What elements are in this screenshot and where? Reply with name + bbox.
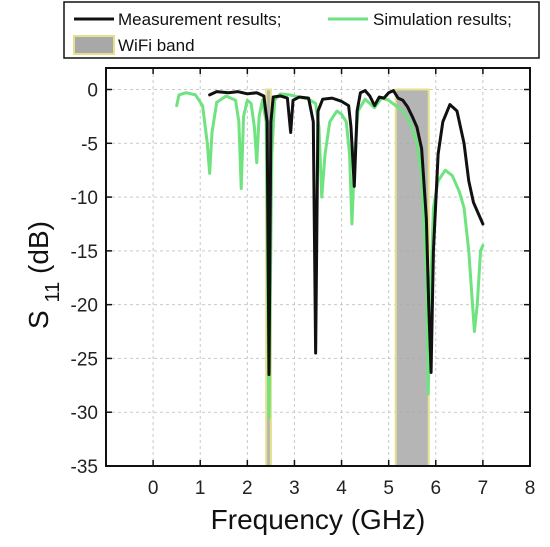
y-tick-label-4: -20 xyxy=(71,296,98,317)
x-tick-label-7: 7 xyxy=(478,478,489,499)
y-tick-label-1: -5 xyxy=(81,134,98,155)
y-axis-title-subscript: 11 xyxy=(42,282,64,303)
y-axis-title-unit: (dB) xyxy=(23,221,54,274)
y-axis-title: S 11 (dB) xyxy=(23,221,64,329)
x-tick-label-1: 1 xyxy=(195,478,206,499)
x-tick-label-3: 3 xyxy=(289,478,300,499)
y-tick-label-2: -10 xyxy=(71,188,98,209)
x-tick-label-0: 0 xyxy=(148,478,159,499)
y-axis-title-main: S xyxy=(23,310,54,329)
measurement-series-line xyxy=(208,89,485,377)
y-tick-label-7: -35 xyxy=(71,457,98,478)
legend-wifi-swatch xyxy=(73,35,115,55)
legend-wifi-label: WiFi band xyxy=(118,36,195,55)
x-tick-label-2: 2 xyxy=(242,478,253,499)
y-tick-label-0: 0 xyxy=(87,81,98,102)
x-tick-label-6: 6 xyxy=(430,478,441,499)
x-axis-title: Frequency (GHz) xyxy=(211,504,426,535)
y-tick-label-6: -30 xyxy=(71,403,98,424)
legend-simulation-label: Simulation results; xyxy=(373,10,512,29)
legend-measurement-label: Measurement results; xyxy=(118,10,281,29)
tick-layer: 0 1 2 3 4 5 6 7 8 0 -5 -10 -15 -20 -25 -30 -35 xyxy=(71,68,536,499)
legend: Measurement results; Simulation results;… xyxy=(63,1,540,59)
x-tick-label-4: 4 xyxy=(336,478,347,499)
y-tick-label-5: -25 xyxy=(71,349,98,370)
x-tick-label-5: 5 xyxy=(383,478,394,499)
plot-frame xyxy=(105,67,531,467)
plot-layer: 0 1 2 3 4 5 6 7 8 0 -5 -10 -15 -20 -25 -30 -35 xyxy=(71,67,536,499)
x-tick-label-8: 8 xyxy=(525,478,536,499)
series-layer xyxy=(175,89,485,420)
legend-box xyxy=(63,1,540,59)
y-tick-label-3: -15 xyxy=(71,242,98,263)
wifi-band-1 xyxy=(394,88,430,467)
